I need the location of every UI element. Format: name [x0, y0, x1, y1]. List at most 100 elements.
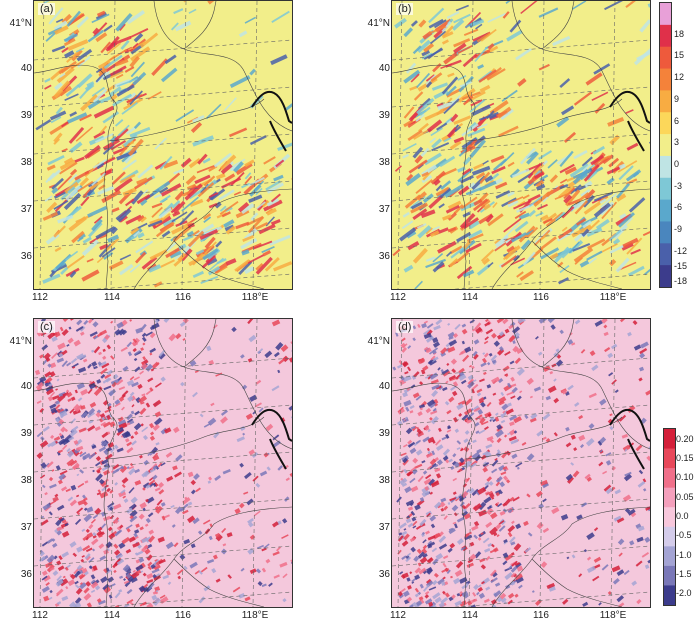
lon-label: 114 [462, 292, 478, 303]
panel-c: (c) [33, 318, 293, 608]
coastline [609, 90, 650, 152]
colorbar-swatch [660, 3, 671, 26]
lat-label: 36 [20, 251, 32, 262]
lon-label: 116 [533, 610, 549, 621]
colorbar-top-ticks: 18 15 12 9 6 3 0 -3 -6 -9 -12 -15 -18 [674, 0, 700, 290]
lat-label: 41°N [367, 336, 390, 347]
graticule [392, 1, 650, 289]
panel-d: (d) [391, 318, 651, 608]
map-field-d [392, 319, 650, 607]
field-features [392, 1, 650, 289]
field-features [34, 319, 292, 607]
lat-label: 38 [20, 475, 32, 486]
colorbar-swatch [664, 487, 675, 508]
colorbar-bottom-swatches [664, 429, 675, 605]
colorbar-tick: -9 [674, 224, 683, 234]
field-background [34, 1, 292, 289]
colorbar-swatch [660, 243, 671, 266]
lat-label: 40 [20, 381, 32, 392]
map-field-b [392, 1, 650, 289]
lat-label: 38 [378, 157, 390, 168]
graticule [34, 1, 292, 289]
province-borders [34, 319, 292, 607]
colorbar-tick: 18 [674, 29, 685, 39]
lat-label: 37 [378, 204, 390, 215]
field-features [35, 1, 292, 288]
colorbar-swatch [660, 177, 671, 201]
lon-label: 112 [32, 610, 48, 621]
colorbar-swatch [660, 46, 671, 70]
lon-label: 116 [175, 292, 191, 303]
lat-label: 38 [20, 157, 32, 168]
colorbar-swatch [664, 468, 675, 489]
lat-label: 37 [20, 522, 32, 533]
colorbar-swatch [660, 221, 671, 244]
colorbar-tick: 6 [674, 116, 680, 126]
lat-label: 40 [378, 63, 390, 74]
panel-label-a: (a) [38, 3, 56, 15]
lon-label: 114 [104, 292, 120, 303]
colorbar-swatch [660, 24, 671, 48]
colorbar-tick: 0.0 [676, 511, 689, 521]
coastline [251, 408, 292, 470]
colorbar-tick: -1.0 [676, 550, 692, 560]
panel-b: (b) [391, 0, 651, 290]
colorbar-top-swatches [660, 3, 671, 287]
colorbar-swatch [660, 155, 671, 179]
colorbar-bottom [663, 428, 676, 606]
coastline [251, 90, 292, 152]
panel-label-c: (c) [38, 321, 55, 333]
panel-label-b: (b) [396, 3, 414, 15]
colorbar-swatch [664, 565, 675, 586]
colorbar-tick: -12 [674, 246, 688, 256]
lon-label: 118°E [599, 292, 627, 303]
lon-label: 112 [32, 292, 48, 303]
province-borders [392, 319, 650, 607]
colorbar-tick: -3 [674, 181, 683, 191]
lon-label: 118°E [241, 292, 269, 303]
colorbar-tick: 0.05 [676, 492, 694, 502]
lat-label: 41°N [367, 18, 390, 29]
lat-label: 36 [20, 569, 32, 580]
lat-label: 39 [378, 110, 390, 121]
colorbar-tick: 12 [674, 72, 685, 82]
colorbar-swatch [664, 507, 675, 528]
colorbar-swatch [660, 134, 671, 157]
colorbar-top [659, 2, 672, 288]
lat-label: 41°N [9, 336, 32, 347]
lat-label: 36 [378, 569, 390, 580]
colorbar-swatch [660, 68, 671, 91]
colorbar-tick: 3 [674, 137, 680, 147]
colorbar-tick: -6 [674, 202, 683, 212]
province-borders [34, 1, 292, 289]
lat-label: 37 [378, 522, 390, 533]
colorbar-swatch [660, 112, 671, 135]
colorbar-swatch [664, 526, 675, 547]
lon-label: 112 [390, 610, 406, 621]
lat-label: 40 [20, 63, 32, 74]
lat-label: 41°N [9, 18, 32, 29]
lon-label: 116 [533, 292, 549, 303]
colorbar-swatch [664, 448, 675, 469]
lat-label: 38 [378, 475, 390, 486]
colorbar-tick: 9 [674, 94, 680, 104]
province-borders [392, 1, 650, 289]
colorbar-tick: 15 [674, 50, 685, 60]
lon-label: 116 [175, 610, 191, 621]
lat-label: 39 [20, 428, 32, 439]
colorbar-swatch [660, 265, 671, 287]
panel-a: (a) [33, 0, 293, 290]
colorbar-swatch [664, 546, 675, 567]
lat-label: 36 [378, 251, 390, 262]
lat-label: 37 [20, 204, 32, 215]
colorbar-tick: 0 [674, 159, 680, 169]
map-field-c [34, 319, 292, 607]
lon-label: 112 [390, 292, 406, 303]
colorbar-tick: -0.5 [676, 530, 692, 540]
colorbar-tick: -18 [674, 276, 688, 286]
panel-label-d: (d) [396, 321, 414, 333]
lon-label: 114 [462, 610, 478, 621]
graticule [34, 319, 292, 607]
colorbar-tick: 0.15 [676, 453, 694, 463]
colorbar-tick: 0.20 [676, 434, 694, 444]
